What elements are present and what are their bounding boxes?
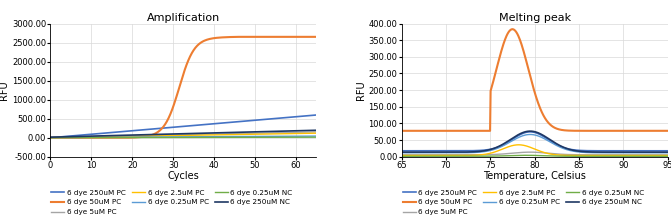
Legend: 6 dye 250uM PC, 6 dye 50uM PC, 6 dye 5uM PC, 6 dye 2.5uM PC, 6 dye 0.25uM PC, 6 : 6 dye 250uM PC, 6 dye 50uM PC, 6 dye 5uM… — [403, 190, 644, 215]
Title: Melting peak: Melting peak — [499, 13, 570, 23]
X-axis label: Temperature, Celsius: Temperature, Celsius — [483, 171, 586, 181]
Title: Amplification: Amplification — [147, 13, 220, 23]
Y-axis label: RFU: RFU — [0, 80, 9, 100]
Legend: 6 dye 250uM PC, 6 dye 50uM PC, 6 dye 5uM PC, 6 dye 2.5uM PC, 6 dye 0.25uM PC, 6 : 6 dye 250uM PC, 6 dye 50uM PC, 6 dye 5uM… — [51, 190, 293, 215]
X-axis label: Cycles: Cycles — [168, 171, 199, 181]
Y-axis label: RFU: RFU — [356, 80, 366, 100]
